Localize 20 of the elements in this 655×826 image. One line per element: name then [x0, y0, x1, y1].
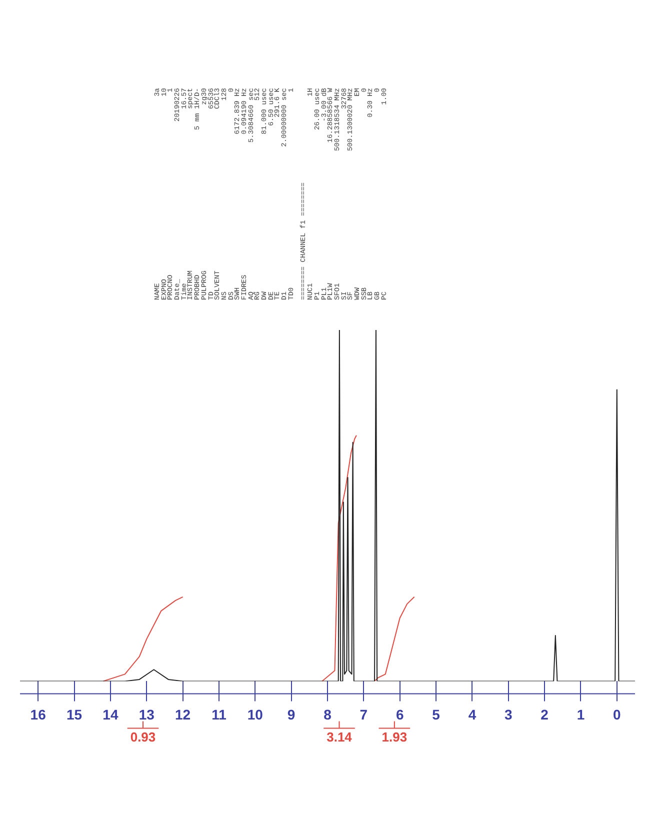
x-tick-label: 16 — [30, 706, 46, 722]
x-tick-label: 14 — [102, 706, 118, 722]
x-tick-label: 5 — [432, 706, 440, 722]
x-tick-label: 11 — [212, 706, 227, 722]
x-tick-label: 7 — [360, 706, 368, 722]
x-tick-label: 10 — [247, 706, 264, 722]
legend-label: 3.14 — [326, 729, 353, 744]
x-tick-label: 15 — [66, 706, 82, 722]
x-tick-label: 4 — [468, 706, 476, 722]
x-tick-label: 3 — [504, 706, 512, 722]
x-tick-label: 9 — [287, 706, 296, 722]
x-tick-label: 0 — [613, 706, 622, 722]
x-tick-label: 13 — [138, 706, 155, 722]
legend-label: 0.93 — [130, 729, 156, 744]
x-tick-label: 6 — [396, 706, 404, 722]
legend-label: 1.93 — [382, 729, 408, 744]
x-tick-label: 12 — [175, 706, 191, 722]
x-tick-label: 8 — [324, 706, 332, 722]
x-tick-label: 1 — [576, 706, 585, 722]
x-tick-label: 2 — [540, 706, 549, 722]
